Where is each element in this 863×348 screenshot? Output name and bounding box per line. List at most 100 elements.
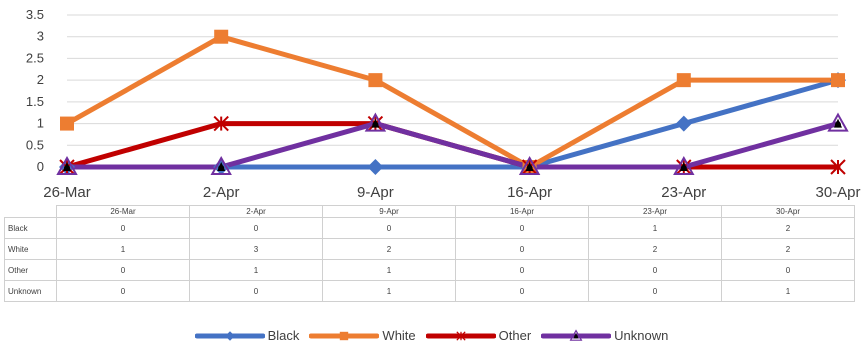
data-table-cell: 1 [56, 238, 190, 260]
data-point-marker [830, 159, 846, 175]
y-tick-label: 0 [37, 159, 44, 174]
data-table-row-label: White [4, 238, 57, 260]
legend-label: Unknown [614, 328, 669, 343]
y-tick-label: 1 [37, 116, 44, 131]
data-point-marker [367, 159, 384, 175]
series-markers-white [60, 29, 845, 174]
series-line-unknown [64, 121, 841, 170]
series-line-white [64, 34, 841, 170]
series-lines [64, 34, 841, 170]
data-table-cell: 2 [588, 238, 722, 260]
data-table-body: Black 0 0 0 0 1 2 White 1 3 2 0 2 2 Other 0 1 1 0 0 0 Unknown… [4, 217, 855, 302]
marker-fill [574, 334, 578, 338]
data-table-cell: 0 [189, 280, 323, 302]
data-table-cell: 0 [189, 217, 323, 239]
x-tick-label: 9-Apr [357, 184, 394, 201]
data-table-cell: 1 [322, 259, 456, 281]
x-tick-label: 2-Apr [203, 184, 240, 201]
data-point-marker [827, 112, 849, 132]
data-point-marker [456, 330, 466, 341]
legend-item-other: Other [425, 328, 531, 343]
data-point-marker [56, 155, 78, 175]
data-point-marker [675, 115, 692, 132]
marker-fill [680, 165, 687, 171]
legend-item-unknown: Unknown [541, 328, 668, 343]
legend-marker [340, 331, 349, 340]
y-tick-label: 1.5 [26, 94, 44, 109]
x-tick-label: 26-Mar [43, 184, 91, 201]
data-point-marker [364, 112, 387, 132]
marker-fill [835, 121, 841, 128]
data-table-cell: 0 [56, 217, 190, 239]
legend-item-white: White [309, 328, 416, 343]
data-table-cell: 0 [588, 280, 722, 302]
data-point-marker [368, 73, 383, 88]
x-axis: 26-Mar 2-Apr 9-Apr 16-Apr 23-Apr 30-Apr [43, 166, 861, 201]
y-tick-label: 3 [37, 29, 44, 44]
data-table-row: Unknown 0 0 1 0 0 1 [4, 280, 855, 302]
data-point-marker [213, 115, 229, 132]
data-table-cell: 1 [721, 280, 855, 302]
data-table-cell: 0 [721, 259, 855, 281]
legend-marker [224, 330, 235, 341]
data-table-row: White 1 3 2 0 2 2 [4, 238, 855, 260]
data-point-marker [518, 155, 541, 175]
marker-outline [569, 328, 583, 341]
y-tick-label: 3.5 [26, 7, 44, 22]
y-tick-label: 2.5 [26, 50, 44, 65]
legend-swatch [309, 331, 380, 340]
x-tick-label: 16-Apr [507, 184, 552, 201]
marker-fill [526, 165, 533, 171]
marker-outline [827, 112, 849, 132]
series-markers-unknown [56, 112, 849, 175]
data-table-column-header: 16-Apr [455, 205, 589, 218]
data-table-row: Black 0 0 0 0 1 2 [4, 217, 855, 239]
data-table-header: 26-Mar 2-Apr 9-Apr 16-Apr 23-Apr 30-Apr [5, 205, 855, 218]
data-table-cell: 0 [56, 259, 190, 281]
data-point-marker [214, 29, 229, 44]
data-point-marker [676, 73, 691, 88]
data-point-marker [210, 155, 232, 175]
marker-fill [218, 165, 225, 171]
legend-marker [569, 328, 583, 341]
data-point-marker [831, 73, 845, 88]
data-table-cell: 0 [322, 217, 456, 239]
data-table-cell: 0 [588, 259, 722, 281]
y-tick-label: 0.5 [26, 137, 44, 152]
data-table-row-label: Black [4, 217, 57, 239]
data-table-cell: 1 [322, 280, 456, 302]
gridlines [67, 14, 838, 146]
data-table-cell: 1 [189, 259, 323, 281]
data-table-column-header: 2-Apr [189, 205, 323, 218]
marker-fill [372, 121, 379, 128]
data-table-row-label: Other [4, 259, 57, 281]
data-table-cell: 0 [455, 217, 589, 239]
marker-outline [56, 155, 78, 175]
data-table: 26-Mar 2-Apr 9-Apr 16-Apr 23-Apr 30-Apr Black… [4, 205, 855, 302]
marker-outline [210, 155, 232, 175]
data-table-row-label: Unknown [4, 280, 57, 302]
x-tick-label: 30-Apr [815, 184, 860, 201]
data-point-marker [340, 331, 349, 340]
data-table-corner [5, 206, 57, 218]
y-tick-label: 2 [37, 72, 44, 87]
data-table-cell: 2 [721, 238, 855, 260]
legend-swatch [425, 330, 496, 341]
data-table-cell: 0 [455, 259, 589, 281]
legend-label: White [382, 328, 416, 343]
line-chart: 0 0.5 1 1.5 2 2.5 3 3.5 26-Mar 2-Apr 9-Apr 16-Apr 2… [26, 7, 861, 201]
data-point-marker [60, 116, 74, 131]
legend-swatch [194, 330, 265, 341]
y-axis: 0 0.5 1 1.5 2 2.5 3 3.5 [26, 7, 44, 174]
data-table-cell: 1 [588, 217, 722, 239]
data-point-marker [569, 328, 583, 341]
data-table-cell: 2 [322, 238, 456, 260]
data-table-cell: 0 [56, 280, 190, 302]
series-markers [56, 29, 849, 175]
data-table-cell: 0 [455, 280, 589, 302]
data-point-marker [224, 330, 235, 341]
marker-outline [673, 155, 695, 175]
data-table-column-header: 30-Apr [721, 205, 855, 218]
data-table-column-header: 26-Mar [56, 205, 190, 218]
marker-outline [364, 112, 387, 132]
